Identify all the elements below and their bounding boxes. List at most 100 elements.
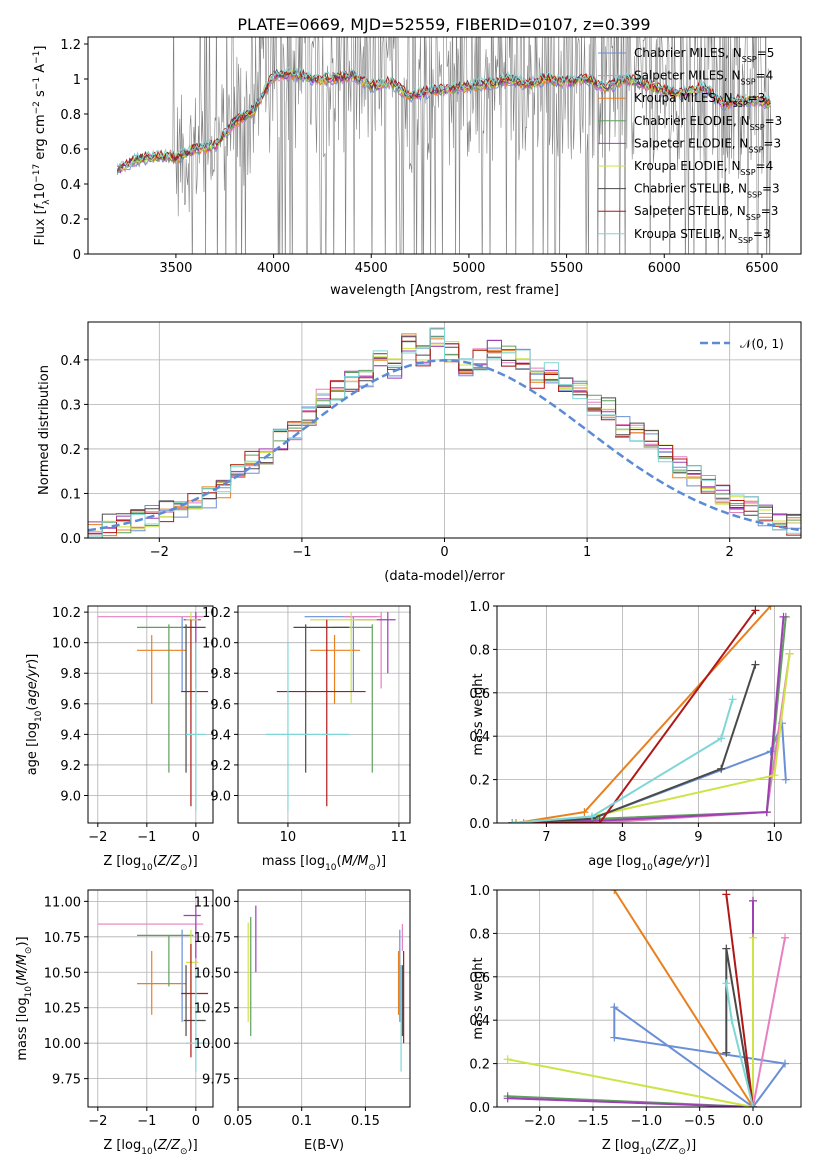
x-axis-label: mass [log10(M/M⊙)] — [262, 854, 386, 873]
legend-value: =3 — [762, 182, 780, 196]
legend-text: Kroupa STELIB, N — [634, 227, 738, 241]
legend-value: =5 — [757, 46, 775, 60]
y-axis-label: mass weight — [471, 673, 486, 755]
y-tick-label: 0.2 — [469, 1058, 490, 1073]
label-part: )] — [686, 1138, 696, 1153]
weight-marker — [717, 734, 726, 743]
y-tick-label: 0.4 — [469, 730, 490, 745]
legend-sub: SSP — [742, 55, 757, 64]
x-axis-label: E(B-V) — [304, 1138, 344, 1153]
weight-marker — [512, 819, 520, 823]
x-tick-label: −2 — [88, 830, 107, 845]
x-tick-label: −1.5 — [577, 1114, 609, 1129]
label-part: Z/Z — [655, 1138, 679, 1153]
panel-mass-vs-Z: −2 −1 0 9.75 10.00 10.25 10.50 10.75 11.00 Z [log… — [15, 889, 214, 1157]
y-tick-label: 10.0 — [202, 637, 231, 652]
label-part: ⊙ — [180, 863, 188, 873]
y-tick-label: 1 — [73, 73, 81, 88]
legend-value: =4 — [756, 69, 774, 83]
label-part: ( — [15, 981, 30, 986]
x-tick-label: 3500 — [159, 261, 192, 276]
panel-age-vs-Z: −2 −1 09.09.29.49.69.810.010.2Z [log10(Z/Z… — [25, 605, 214, 873]
weight-curve-0 — [512, 722, 787, 823]
legend: Chabrier MILES, NSSP=5 Salpeter MILES, NS… — [598, 46, 782, 244]
weight-marker — [722, 979, 731, 988]
x-tick-label: 2 — [726, 545, 734, 560]
weight-marker — [749, 1103, 757, 1107]
model-spectrum-6 — [116, 68, 771, 172]
y-tick-label: 0.0 — [60, 532, 81, 547]
weight-curve-8 — [512, 699, 734, 823]
y-tick-label: 10.2 — [52, 606, 81, 621]
legend-sub: SSP — [733, 100, 748, 109]
y-tick-label: 9.8 — [60, 667, 81, 682]
panel-mass-vs-ebv: 0.05 0.1 0.15 9.75 10.00 10.25 10.50 10.75 11.00… — [194, 889, 411, 1153]
x-tick-label: 4500 — [355, 261, 388, 276]
x-tick-label: −2 — [150, 545, 169, 560]
label-part: 10 — [325, 863, 337, 873]
y-tick-label: 9.8 — [210, 667, 231, 682]
legend-label-1: Salpeter MILES, NSSP=4 — [634, 69, 773, 87]
y-tick-label: 10.00 — [194, 1037, 231, 1052]
y-tick-label: 11.00 — [44, 895, 81, 910]
y-tick-label: 9.0 — [210, 789, 231, 804]
legend-value: =3 — [763, 136, 781, 150]
label-part: age [log — [25, 722, 40, 775]
legend-value: =3 — [761, 204, 779, 218]
label-part: ⊙ — [678, 1147, 686, 1157]
legend-label-8: Kroupa STELIB, NSSP=3 — [634, 227, 771, 245]
label-part: )] — [376, 854, 386, 869]
label-part: s — [33, 90, 48, 101]
label-part: )] — [700, 854, 710, 869]
weight-marker — [785, 649, 794, 658]
plot-area-residuals — [88, 327, 801, 538]
weight-marker — [717, 764, 726, 773]
x-tick-label: 0.05 — [224, 1114, 253, 1129]
plot-area-cum-weight-Z — [503, 890, 789, 1107]
y-tick-label: 10.2 — [202, 606, 231, 621]
label-part: ⊙ — [24, 947, 34, 955]
x-tick-label: 5000 — [452, 261, 485, 276]
label-part: 10 — [34, 710, 44, 722]
weight-marker — [610, 890, 619, 894]
weight-curve-2 — [515, 606, 772, 823]
label-part: λ — [42, 199, 52, 205]
y-tick-label: 0.2 — [60, 213, 81, 228]
gaussian-curve — [88, 359, 801, 532]
legend-text: Salpeter STELIB, N — [634, 204, 746, 218]
label-part: )] — [188, 1138, 198, 1153]
weight-marker — [779, 612, 788, 621]
x-tick-label: −1 — [137, 830, 156, 845]
legend-text: Kroupa ELODIE, N — [634, 159, 741, 173]
weight-marker — [503, 1094, 512, 1103]
x-tick-label: 1 — [583, 545, 591, 560]
legend-label-0: Chabrier MILES, NSSP=5 — [634, 46, 774, 64]
y-tick-label: 1.0 — [469, 600, 490, 615]
label-part: ( — [153, 1138, 158, 1153]
label-part: age/yr — [658, 854, 701, 869]
label-part: M/M — [15, 954, 30, 981]
y-tick-label: 9.2 — [210, 759, 231, 774]
label-part: Z [log — [103, 1138, 141, 1153]
x-tick-label: −1 — [137, 1114, 156, 1129]
x-tick-label: −2.0 — [524, 1114, 556, 1129]
y-axis-label: Normed distribution — [37, 365, 52, 495]
legend-sub: SSP — [741, 77, 756, 86]
figure-title: PLATE=0669, MJD=52559, FIBERID=0107, z=0… — [237, 15, 650, 34]
weight-marker — [503, 1055, 512, 1064]
y-tick-label: 0.6 — [469, 687, 490, 702]
weight-marker — [727, 1016, 736, 1025]
y-tick-label: 9.0 — [60, 789, 81, 804]
weight-marker — [781, 775, 790, 784]
weight-marker — [749, 933, 757, 942]
weight-marker — [722, 944, 731, 953]
weight-marker — [749, 896, 757, 905]
legend-text: Chabrier STELIB, N — [634, 182, 747, 196]
label-part: ⊙ — [368, 863, 376, 873]
label-part: 10 — [141, 863, 153, 873]
label-part: ( — [653, 854, 658, 869]
label-part: mass [log — [262, 854, 325, 869]
y-tick-label: 0.0 — [469, 817, 490, 832]
legend-label-gaussian: 𝒩(0, 1) — [740, 337, 784, 351]
weight-marker — [751, 606, 760, 615]
